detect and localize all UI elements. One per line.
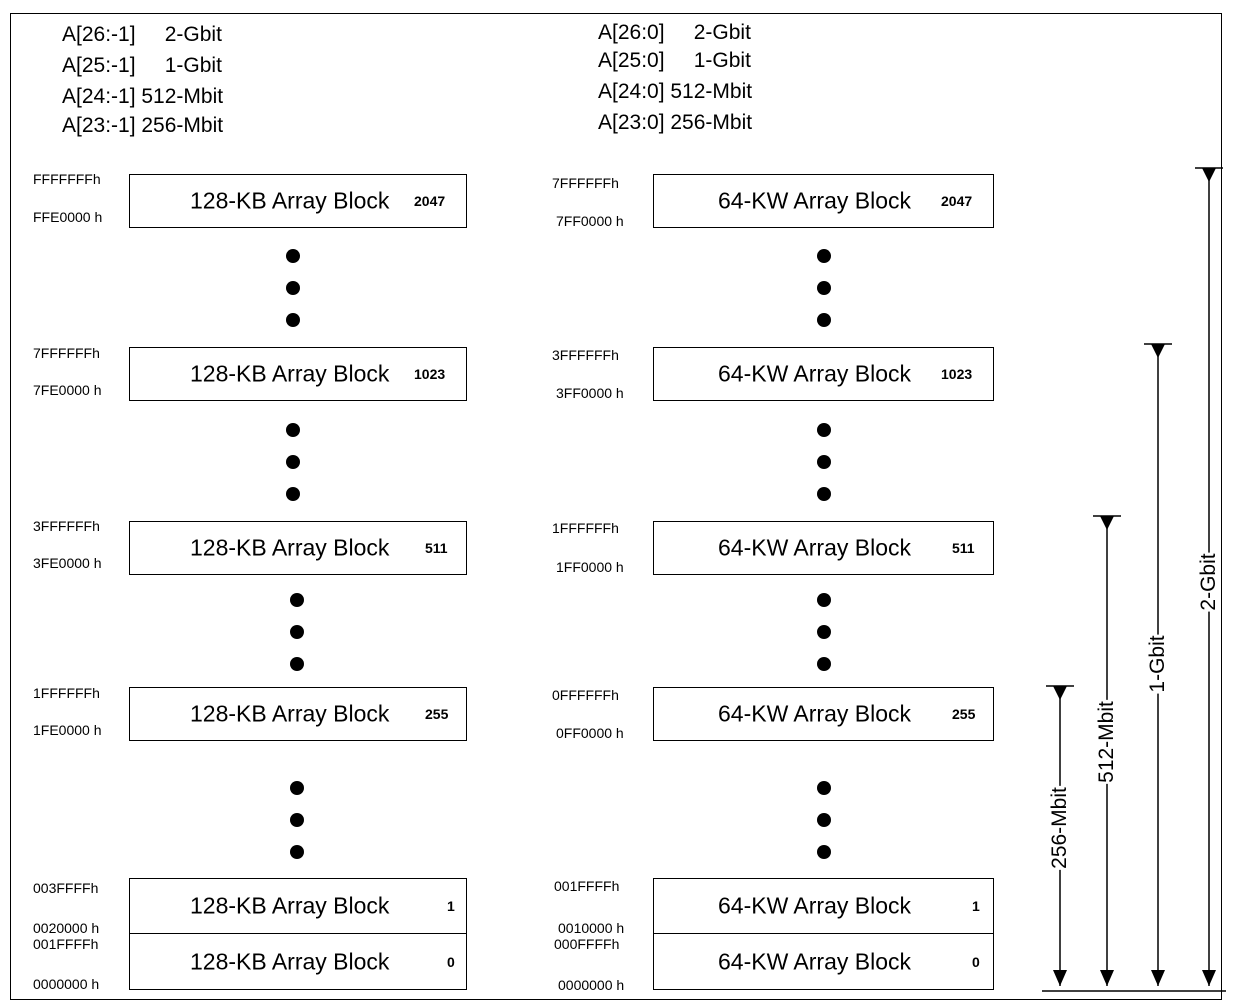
ellipsis-dot (817, 423, 831, 437)
left-block-511-bottom-address: 3FE0000 h (33, 555, 102, 571)
ellipsis-dot (290, 781, 304, 795)
block-label: 64-KW Array Block (718, 892, 911, 919)
right-header-line-2: A[25:0] 1-Gbit (598, 49, 751, 72)
right-block-255-bottom-address: 0FF0000 h (556, 725, 624, 741)
ellipsis-dot (286, 249, 300, 263)
block-label: 128-KB Array Block (190, 700, 390, 727)
right-block-0: 64-KW Array Block 0 (653, 933, 994, 990)
right-block-1023-bottom-address: 3FF0000 h (556, 385, 624, 401)
block-label: 128-KB Array Block (190, 187, 390, 214)
left-block-511-top-address: 3FFFFFFh (33, 518, 100, 534)
left-block-2047: 128-KB Array Block 2047 (129, 174, 467, 228)
block-number: 255 (425, 706, 449, 722)
ellipsis-dot (817, 657, 831, 671)
left-block-2047-top-address: FFFFFFFh (33, 171, 101, 187)
dimension-1-gbit-label: 1-Gbit (1146, 634, 1169, 694)
block-label: 128-KB Array Block (190, 534, 390, 561)
ellipsis-dot (290, 813, 304, 827)
ellipsis-dot (290, 657, 304, 671)
right-block-1023: 64-KW Array Block 1023 (653, 347, 994, 401)
left-block-255-top-address: 1FFFFFFh (33, 685, 100, 701)
ellipsis-dot (817, 813, 831, 827)
left-block-0-bottom-address: 0000000 h (33, 976, 100, 992)
ellipsis-dot (817, 593, 831, 607)
block-number: 511 (425, 540, 448, 556)
right-header-line-1: A[26:0] 2-Gbit (598, 21, 751, 44)
right-header-line-3: A[24:0] 512-Mbit (598, 80, 753, 103)
ellipsis-dot (817, 781, 831, 795)
block-label: 64-KW Array Block (718, 700, 911, 727)
block-label: 128-KB Array Block (190, 948, 390, 974)
block-number: 0 (972, 953, 980, 970)
dimension-512-mbit-label: 512-Mbit (1095, 700, 1118, 784)
block-number: 1 (972, 898, 980, 914)
right-block-1023-top-address: 3FFFFFFh (552, 347, 619, 363)
block-label: 64-KW Array Block (718, 187, 911, 214)
left-block-255-bottom-address: 1FE0000 h (33, 722, 102, 738)
right-block-0-bottom-address: 0000000 h (558, 977, 625, 993)
left-header-line-3: A[24:-1] 512-Mbit (62, 85, 224, 108)
block-number: 255 (952, 706, 976, 722)
right-block-511-bottom-address: 1FF0000 h (556, 559, 624, 575)
left-block-1023-bottom-address: 7FE0000 h (33, 382, 102, 398)
ellipsis-dot (817, 249, 831, 263)
left-block-1-bottom-address: 0020000 h (33, 920, 100, 936)
right-header-line-4: A[23:0] 256-Mbit (598, 111, 753, 134)
right-block-255-top-address: 0FFFFFFh (552, 687, 619, 703)
left-block-1-top-address: 003FFFFh (33, 880, 99, 896)
right-block-255: 64-KW Array Block 255 (653, 687, 994, 741)
ellipsis-dot (817, 281, 831, 295)
ellipsis-dot (817, 625, 831, 639)
dimension-256-mbit-label: 256-Mbit (1048, 786, 1071, 870)
block-number: 2047 (941, 193, 973, 209)
block-label: 64-KW Array Block (718, 360, 911, 387)
ellipsis-dot (286, 313, 300, 327)
ellipsis-dot (817, 455, 831, 469)
block-number: 1 (447, 898, 455, 914)
block-number: 511 (952, 540, 975, 556)
right-block-511: 64-KW Array Block 511 (653, 521, 994, 575)
ellipsis-dot (290, 625, 304, 639)
right-block-0-top-address: 000FFFFh (554, 936, 620, 952)
ellipsis-dot (286, 281, 300, 295)
left-header-line-4: A[23:-1] 256-Mbit (62, 114, 224, 137)
ellipsis-dot (817, 845, 831, 859)
right-block-1-bottom-address: 0010000 h (558, 920, 625, 936)
right-block-2047-bottom-address: 7FF0000 h (556, 213, 624, 229)
right-block-511-top-address: 1FFFFFFh (552, 520, 619, 536)
left-block-0-top-address: 001FFFFh (33, 936, 99, 952)
left-block-1023-top-address: 7FFFFFFh (33, 345, 100, 361)
block-number: 2047 (414, 193, 446, 209)
ellipsis-dot (286, 487, 300, 501)
ellipsis-dot (290, 845, 304, 859)
block-label: 64-KW Array Block (718, 534, 911, 561)
left-block-255: 128-KB Array Block 255 (129, 687, 467, 741)
block-number: 1023 (941, 366, 973, 382)
left-block-2047-bottom-address: FFE0000 h (33, 209, 103, 225)
dimension-2-gbit-label: 2-Gbit (1197, 552, 1220, 612)
left-block-511: 128-KB Array Block 511 (129, 521, 467, 575)
left-block-0: 128-KB Array Block 0 (129, 933, 467, 990)
left-block-1023: 128-KB Array Block 1023 (129, 347, 467, 401)
block-label: 128-KB Array Block (190, 360, 390, 387)
block-number: 0 (447, 953, 455, 970)
right-block-2047-top-address: 7FFFFFFh (552, 175, 619, 191)
block-label: 64-KW Array Block (718, 948, 911, 974)
ellipsis-dot (817, 487, 831, 501)
left-header-line-2: A[25:-1] 1-Gbit (62, 54, 222, 77)
ellipsis-dot (286, 455, 300, 469)
figure-frame (10, 13, 1222, 1000)
block-label: 128-KB Array Block (190, 892, 390, 919)
left-header-line-1: A[26:-1] 2-Gbit (62, 23, 222, 46)
ellipsis-dot (286, 423, 300, 437)
block-number: 1023 (414, 366, 446, 382)
ellipsis-dot (817, 313, 831, 327)
right-block-1-top-address: 001FFFFh (554, 878, 620, 894)
right-block-2047: 64-KW Array Block 2047 (653, 174, 994, 228)
ellipsis-dot (290, 593, 304, 607)
